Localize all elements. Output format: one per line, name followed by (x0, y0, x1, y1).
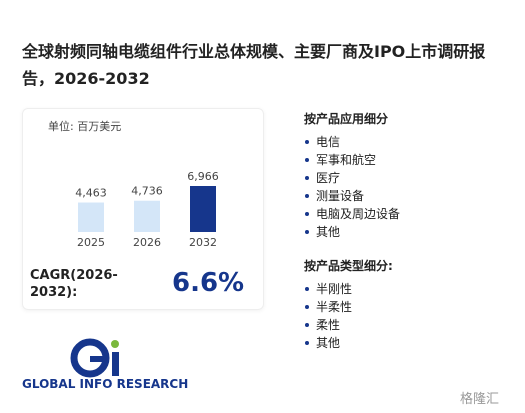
segment-title: 按产品应用细分 (304, 112, 389, 126)
segment-item: 半刚性 (304, 280, 393, 298)
title: 全球射频同轴电缆组件行业总体规模、主要厂商及IPO上市调研报告，2026-203… (22, 42, 486, 88)
bar (190, 186, 216, 232)
segment-item: 半柔性 (304, 298, 393, 316)
source-mark: 格隆汇 (460, 392, 500, 407)
x-label: 2026 (133, 236, 161, 249)
unit: 单位: 百万美元 (48, 119, 121, 133)
x-label: 2032 (189, 236, 217, 249)
logo-text: GLOBAL INFO RESEARCH (22, 377, 189, 391)
cagr-value: 6.6% (172, 268, 245, 298)
bar (134, 200, 160, 232)
segment-item: 测量设备 (304, 187, 400, 205)
segment-item: 其他 (304, 223, 400, 241)
bar (78, 202, 104, 232)
cagr-label: CAGR(2026-2032): (30, 268, 118, 300)
segment-item: 电脑及周边设备 (304, 205, 400, 223)
logo-mark (70, 338, 119, 378)
value-label: 4,736 (131, 185, 163, 198)
segment: 按产品类型细分: 半刚性 半柔性 柔性 其他 (304, 257, 393, 352)
segment-item: 柔性 (304, 316, 393, 334)
value-label: 6,966 (187, 170, 219, 183)
segment-item: 其他 (304, 334, 393, 352)
segment-item: 医疗 (304, 169, 400, 187)
chart: 单位: 百万美元 4,463 2025 4,736 2026 6,966 2032 (48, 119, 219, 249)
x-label: 2025 (77, 236, 105, 249)
segment-title: 按产品类型细分: (304, 259, 393, 273)
segment-item: 军事和航空 (304, 151, 400, 169)
segment-item: 电信 (304, 133, 400, 151)
card (22, 108, 264, 310)
value-label: 4,463 (75, 187, 107, 200)
segment: 按产品应用细分电信 军事和航空 医疗 测量设备 电脑及周边设备 其他 (304, 110, 400, 241)
